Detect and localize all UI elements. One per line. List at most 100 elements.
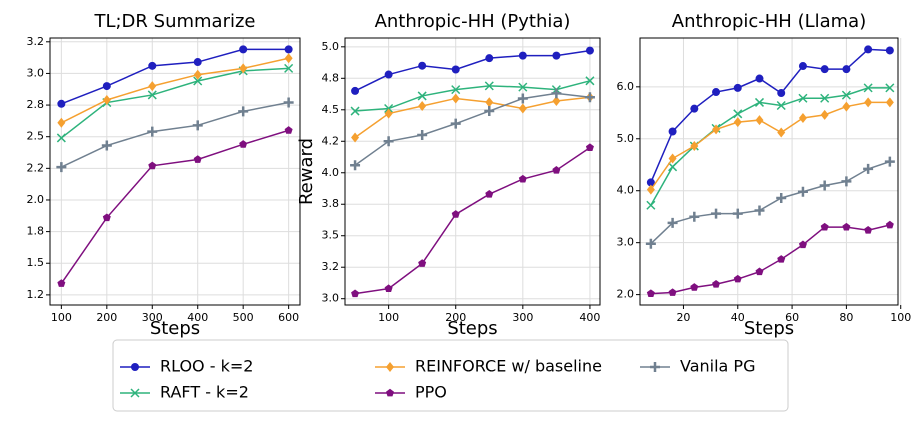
legend-label: REINFORCE w/ baseline (415, 357, 602, 376)
marker (842, 222, 851, 231)
series-line (650, 101, 890, 191)
marker (863, 163, 874, 174)
marker (450, 118, 461, 129)
marker (819, 180, 830, 191)
marker (755, 115, 764, 126)
legend-marker (130, 388, 140, 398)
marker (667, 217, 678, 228)
marker (820, 93, 830, 103)
x-tick-label: 300 (142, 311, 163, 324)
legend-marker (386, 388, 394, 397)
marker (485, 97, 494, 108)
marker (239, 140, 248, 148)
y-tick-label: 2.2 (27, 161, 45, 174)
marker (754, 97, 765, 107)
marker (451, 85, 461, 95)
marker (101, 140, 112, 151)
marker (645, 238, 656, 249)
marker (755, 267, 764, 276)
x-tick-label: 200 (96, 311, 117, 324)
marker (864, 45, 873, 54)
series-line (354, 92, 591, 166)
plot-frame (49, 37, 301, 306)
marker (283, 97, 294, 108)
marker (451, 210, 460, 218)
marker (351, 132, 360, 143)
marker (192, 120, 203, 131)
x-tick-label: 40 (731, 311, 745, 324)
marker (57, 99, 66, 108)
marker (585, 46, 594, 55)
marker (417, 91, 427, 101)
marker (552, 95, 561, 106)
marker (820, 65, 829, 74)
marker (777, 127, 786, 138)
marker (820, 109, 829, 120)
legend-label: PPO (415, 383, 447, 402)
marker (755, 74, 764, 83)
y-tick-label: 3.2 (27, 35, 45, 48)
plot-frame (344, 37, 601, 306)
marker (863, 83, 873, 93)
marker (193, 69, 202, 80)
marker (668, 162, 678, 172)
y-tick-label: 3.5 (322, 229, 340, 242)
marker (864, 225, 873, 234)
y-tick-label: 1.5 (27, 256, 45, 269)
marker (484, 106, 495, 117)
marker (284, 53, 293, 64)
marker (57, 279, 66, 287)
marker (646, 200, 656, 210)
marker (646, 178, 655, 187)
marker (690, 104, 699, 113)
marker (584, 92, 595, 103)
marker (147, 90, 157, 100)
marker (884, 156, 895, 167)
marker (56, 133, 66, 143)
marker (484, 81, 494, 91)
y-tick-label: 6.0 (617, 80, 635, 93)
y-tick-label: 3.8 (322, 197, 340, 210)
series-line (61, 48, 289, 105)
x-tick-label: 20 (676, 311, 690, 324)
marker (668, 153, 677, 164)
marker (842, 65, 851, 74)
y-tick-label: 4.2 (322, 134, 340, 147)
marker (102, 213, 111, 222)
marker (777, 89, 786, 98)
marker (690, 283, 699, 291)
x-axis-label: Steps (744, 318, 794, 339)
marker (451, 65, 460, 74)
marker (885, 46, 894, 55)
marker (384, 108, 393, 119)
marker (57, 117, 66, 128)
marker (668, 127, 677, 136)
x-tick-label: 400 (579, 311, 600, 324)
marker (239, 63, 248, 74)
series-line (650, 48, 890, 183)
marker (351, 86, 360, 95)
y-tick-label: 2.8 (27, 98, 45, 111)
marker (711, 208, 722, 219)
marker (418, 61, 427, 70)
marker (193, 155, 202, 163)
marker (776, 192, 787, 203)
y-tick-label: 5.0 (617, 132, 635, 145)
y-tick-label: 4.0 (322, 166, 340, 179)
series-line (61, 57, 289, 124)
marker (147, 126, 158, 137)
series-line (355, 80, 591, 112)
x-tick-label: 100 (890, 311, 911, 324)
marker (690, 141, 699, 152)
marker (451, 93, 460, 104)
marker (733, 274, 742, 283)
legend-label: Vanila PG (680, 357, 755, 376)
x-tick-label: 600 (278, 311, 299, 324)
legend-marker (131, 363, 139, 371)
marker (418, 259, 427, 267)
series-line (354, 146, 591, 295)
marker (384, 70, 393, 79)
marker (485, 54, 494, 63)
x-tick-label: 60 (785, 311, 799, 324)
